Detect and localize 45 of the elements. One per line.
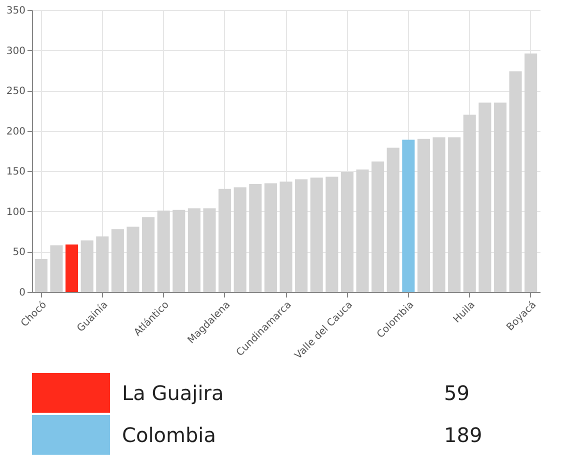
bar (126, 226, 140, 292)
bar (264, 183, 277, 292)
bar (310, 178, 323, 292)
bar (432, 137, 446, 292)
y-tick-label: 100 (6, 206, 26, 218)
bar (326, 176, 338, 292)
y-tick-label: 300 (6, 46, 26, 57)
y-tick-label: 50 (12, 247, 26, 258)
bar (356, 170, 369, 292)
bar (66, 244, 78, 292)
legend-label: La Guajira (122, 381, 224, 405)
bar (280, 182, 292, 292)
bar (142, 217, 155, 292)
bar (417, 138, 430, 292)
bar (295, 179, 308, 292)
bar (50, 245, 63, 292)
bar (463, 114, 476, 292)
bar (524, 54, 538, 292)
bar (172, 210, 186, 292)
bar (494, 102, 506, 292)
bar (249, 184, 262, 292)
bar (188, 208, 200, 292)
bar (218, 188, 232, 292)
legend-label: Colombia (122, 423, 216, 447)
bar (448, 137, 461, 292)
bar (111, 229, 124, 292)
bar (203, 208, 216, 292)
bar (340, 172, 354, 292)
text: 59 (444, 381, 470, 405)
y-tick-label: 150 (6, 166, 26, 178)
bar (234, 187, 246, 292)
y-tick-label: 350 (6, 6, 26, 16)
bar (509, 71, 522, 292)
bar (372, 161, 384, 292)
y-tick-label: 0 (19, 288, 26, 298)
y-tick-label: 200 (6, 126, 26, 138)
bar (96, 236, 109, 292)
bar (386, 148, 400, 292)
bar (34, 258, 48, 292)
bar (80, 240, 94, 292)
text: 189 (444, 423, 482, 447)
bar (402, 140, 415, 292)
y-tick-label: 250 (6, 86, 26, 98)
bar (478, 102, 492, 292)
bar (157, 210, 170, 292)
